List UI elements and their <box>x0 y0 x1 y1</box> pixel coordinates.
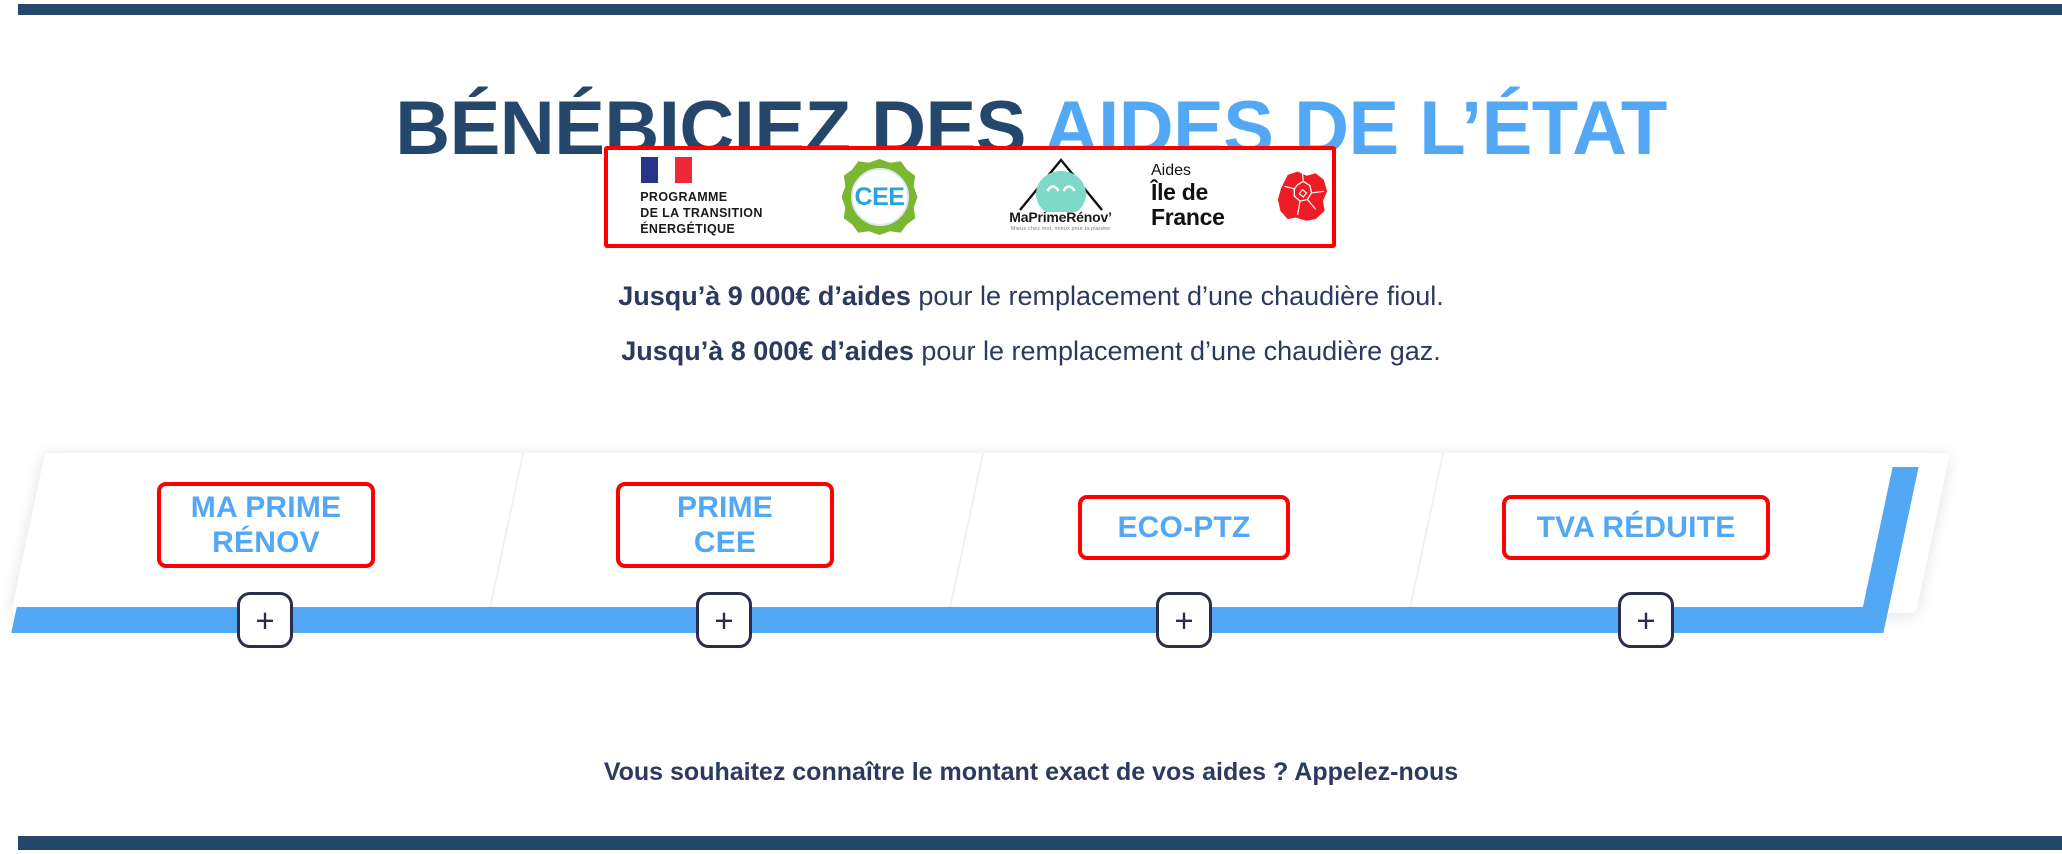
plus-icon: + <box>1636 601 1656 639</box>
french-flag-icon <box>641 157 693 183</box>
aid-card-label-line1: PRIME <box>676 490 773 524</box>
maprimerenov-house-icon <box>1018 158 1103 212</box>
expand-button-ma-prime-renov[interactable]: + <box>237 592 293 648</box>
aid-card-tva-reduite[interactable]: TVA RÉDUITE <box>1502 495 1770 560</box>
page-title: BÉNÉBICIEZ DES AIDES DE L’ÉTAT <box>0 90 2062 167</box>
aid-card-label-line1: ECO-PTZ <box>1117 510 1251 544</box>
aid-card-label-line1: TVA RÉDUITE <box>1536 510 1736 544</box>
aid-card-label-line1: MA PRIME <box>190 490 342 524</box>
expand-button-eco-ptz[interactable]: + <box>1156 592 1212 648</box>
top-divider-bar <box>18 4 2062 15</box>
bottom-divider-bar <box>18 836 2062 850</box>
aid-card-label-line2: RÉNOV <box>212 526 320 559</box>
logo-cee-label: CEE <box>854 182 905 211</box>
logo-aides-ile-de-france: Aides Île de France <box>1151 150 1332 244</box>
plus-icon: + <box>1174 601 1194 639</box>
aid-card-label-line2: CEE <box>693 526 757 559</box>
logo-maprimerenov: MaPrimeRénov’ Mieux chez moi, mieux pour… <box>970 150 1151 244</box>
logo-idf-line1: Aides <box>1151 162 1192 180</box>
partner-logos-band: PROGRAMME DE LA TRANSITION ÉNERGÉTIQUE C… <box>604 146 1336 248</box>
aid-card-eco-ptz[interactable]: ECO-PTZ <box>1078 495 1290 560</box>
aid-amount-bold: Jusqu’à 8 000€ d’aides <box>621 336 914 366</box>
logo-programme-transition-energetique: PROGRAMME DE LA TRANSITION ÉNERGÉTIQUE <box>608 150 789 244</box>
logo-maprimerenov-tagline: Mieux chez moi, mieux pour la planète <box>1010 226 1111 232</box>
aid-amount-line: Jusqu’à 8 000€ d’aides pour le remplacem… <box>0 338 2062 365</box>
aid-card-prime-cee[interactable]: PRIME CEE <box>616 482 834 568</box>
plus-icon: + <box>255 601 275 639</box>
logo-pte-line2: DE LA TRANSITION <box>640 206 763 220</box>
logo-pte-line3: ÉNERGÉTIQUE <box>640 222 736 236</box>
aid-amount-lines: Jusqu’à 9 000€ d’aides pour le remplacem… <box>0 283 2062 393</box>
aid-card-ma-prime-renov[interactable]: MA PRIME RÉNOV <box>157 482 375 568</box>
logo-idf-line2: Île de France <box>1151 179 1225 231</box>
plus-icon: + <box>714 601 734 639</box>
expand-button-prime-cee[interactable]: + <box>696 592 752 648</box>
logo-maprimerenov-label: MaPrimeRénov’ <box>1009 209 1112 225</box>
aid-amount-bold: Jusqu’à 9 000€ d’aides <box>618 281 911 311</box>
aid-amount-rest: pour le remplacement d’une chaudière gaz… <box>913 336 1441 366</box>
expand-button-tva-reduite[interactable]: + <box>1618 592 1674 648</box>
logo-pte-line1: PROGRAMME <box>640 190 728 204</box>
aid-amount-line: Jusqu’à 9 000€ d’aides pour le remplacem… <box>0 283 2062 310</box>
aid-amount-rest: pour le remplacement d’une chaudière fio… <box>910 281 1444 311</box>
aids-panel: MA PRIME RÉNOV PRIME CEE ECO-PTZ TVA RÉD… <box>0 445 2062 660</box>
contact-cta-text: Vous souhaitez connaître le montant exac… <box>603 758 1459 786</box>
logo-cee: CEE <box>789 150 970 244</box>
ile-de-france-map-icon <box>1277 171 1328 221</box>
